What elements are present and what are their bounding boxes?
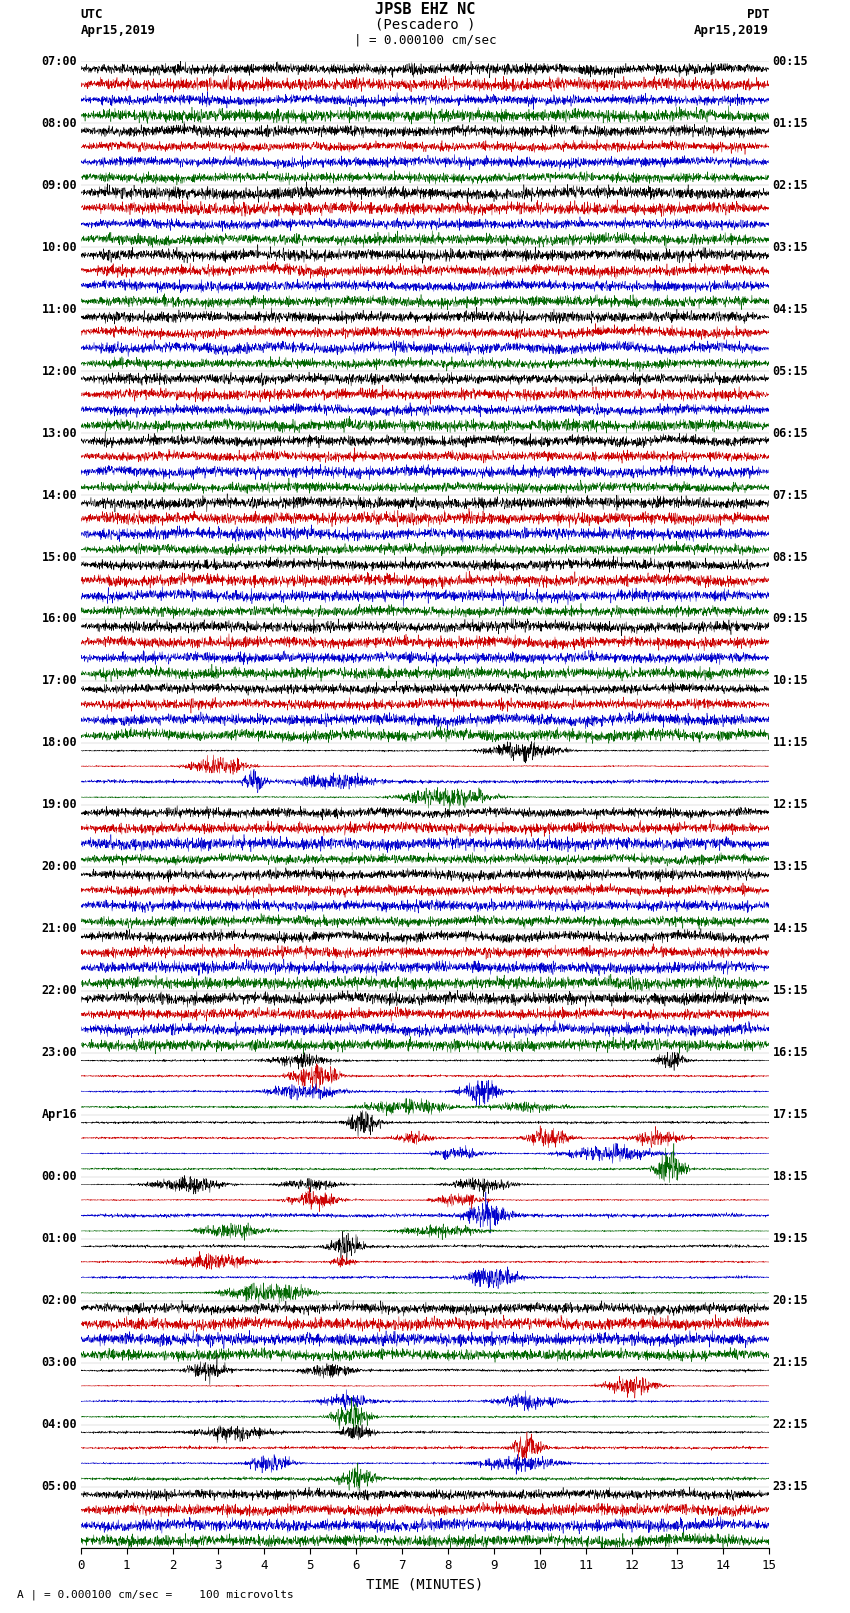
Text: 08:15: 08:15	[773, 550, 808, 563]
Text: 23:15: 23:15	[773, 1481, 808, 1494]
Text: 07:15: 07:15	[773, 489, 808, 502]
Text: 09:00: 09:00	[42, 179, 77, 192]
Text: 14:15: 14:15	[773, 923, 808, 936]
Text: 02:00: 02:00	[42, 1294, 77, 1307]
Text: 10:00: 10:00	[42, 240, 77, 253]
Text: (Pescadero ): (Pescadero )	[375, 18, 475, 32]
Text: 05:00: 05:00	[42, 1481, 77, 1494]
Text: 04:00: 04:00	[42, 1418, 77, 1431]
Text: PDT: PDT	[747, 8, 769, 21]
Text: 22:00: 22:00	[42, 984, 77, 997]
Text: Apr15,2019: Apr15,2019	[694, 24, 769, 37]
Text: 05:15: 05:15	[773, 365, 808, 377]
Text: 22:15: 22:15	[773, 1418, 808, 1431]
Text: 21:15: 21:15	[773, 1357, 808, 1369]
Text: 10:15: 10:15	[773, 674, 808, 687]
Text: 01:00: 01:00	[42, 1232, 77, 1245]
Text: 19:00: 19:00	[42, 798, 77, 811]
Text: 12:00: 12:00	[42, 365, 77, 377]
Text: 17:15: 17:15	[773, 1108, 808, 1121]
Text: 18:00: 18:00	[42, 737, 77, 750]
Text: A | = 0.000100 cm/sec =    100 microvolts: A | = 0.000100 cm/sec = 100 microvolts	[17, 1589, 294, 1600]
Text: 18:15: 18:15	[773, 1169, 808, 1184]
Text: 20:15: 20:15	[773, 1294, 808, 1307]
Text: 20:00: 20:00	[42, 860, 77, 873]
Text: 21:00: 21:00	[42, 923, 77, 936]
Text: 13:15: 13:15	[773, 860, 808, 873]
Text: 23:00: 23:00	[42, 1047, 77, 1060]
Text: 13:00: 13:00	[42, 426, 77, 440]
Text: 14:00: 14:00	[42, 489, 77, 502]
Text: 01:15: 01:15	[773, 116, 808, 129]
Text: 15:00: 15:00	[42, 550, 77, 563]
X-axis label: TIME (MINUTES): TIME (MINUTES)	[366, 1578, 484, 1592]
Text: 16:00: 16:00	[42, 613, 77, 626]
Text: 06:15: 06:15	[773, 426, 808, 440]
Text: 11:15: 11:15	[773, 737, 808, 750]
Text: UTC: UTC	[81, 8, 103, 21]
Text: 12:15: 12:15	[773, 798, 808, 811]
Text: 09:15: 09:15	[773, 613, 808, 626]
Text: 04:15: 04:15	[773, 303, 808, 316]
Text: 00:15: 00:15	[773, 55, 808, 68]
Text: Apr15,2019: Apr15,2019	[81, 24, 156, 37]
Text: 03:00: 03:00	[42, 1357, 77, 1369]
Text: 00:00: 00:00	[42, 1169, 77, 1184]
Text: 07:00: 07:00	[42, 55, 77, 68]
Text: 17:00: 17:00	[42, 674, 77, 687]
Text: 16:15: 16:15	[773, 1047, 808, 1060]
Text: | = 0.000100 cm/sec: | = 0.000100 cm/sec	[354, 34, 496, 47]
Text: 19:15: 19:15	[773, 1232, 808, 1245]
Text: 08:00: 08:00	[42, 116, 77, 129]
Text: 03:15: 03:15	[773, 240, 808, 253]
Text: Apr16: Apr16	[42, 1108, 77, 1121]
Text: 02:15: 02:15	[773, 179, 808, 192]
Text: JPSB EHZ NC: JPSB EHZ NC	[375, 2, 475, 16]
Text: 11:00: 11:00	[42, 303, 77, 316]
Text: 15:15: 15:15	[773, 984, 808, 997]
